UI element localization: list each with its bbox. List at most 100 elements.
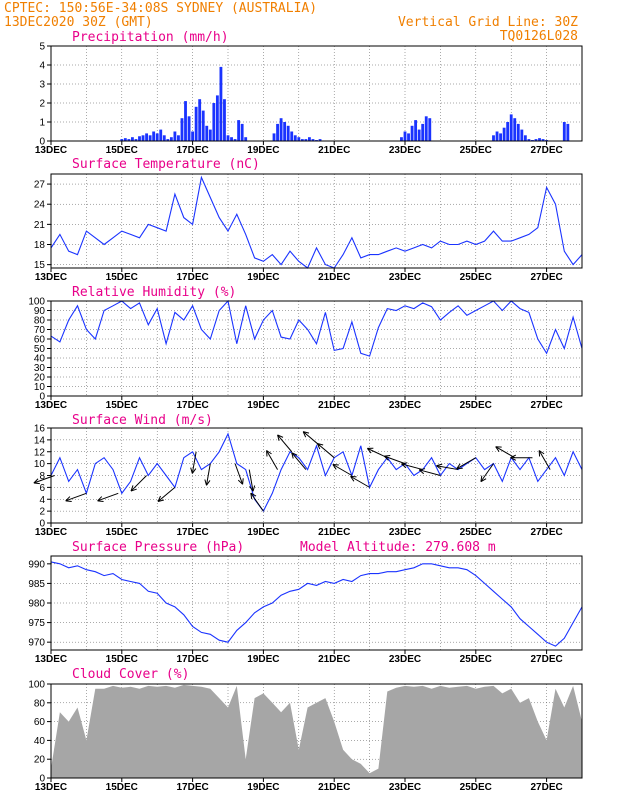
precip-bar <box>272 133 276 141</box>
precip-bar <box>145 133 148 141</box>
y-tick-label: 5 <box>39 42 45 53</box>
wind-arrow <box>250 492 264 512</box>
precip-bar <box>506 122 510 141</box>
panel-frame <box>50 300 583 397</box>
wind-arrow <box>456 457 477 470</box>
y-tick-label: 10 <box>34 382 46 393</box>
y-tick-label: 18 <box>34 240 46 251</box>
x-tick-label: 13DEC <box>35 145 67 156</box>
precip-bar <box>293 135 297 141</box>
y-tick-label: 975 <box>28 618 45 629</box>
wind-arrow-head <box>510 454 517 461</box>
cloud-panel: 0 20 40 60 80 100 13DEC 15DEC 17DEC 19DEC 21DEC 23D… <box>28 680 583 793</box>
precip-bar <box>123 138 127 141</box>
precip-bar <box>237 120 241 141</box>
precip-bar <box>159 129 163 141</box>
wind-arrow-head <box>401 462 408 469</box>
y-tick-label: 970 <box>28 638 45 649</box>
precip-bar <box>495 131 499 141</box>
precip-bar <box>520 129 524 141</box>
y-tick-label: 990 <box>28 559 45 570</box>
precip-bar <box>513 118 517 141</box>
y-tick-label: 100 <box>28 297 45 308</box>
y-tick-label: 4 <box>39 495 45 506</box>
wind-arrow <box>332 464 353 476</box>
header: CPTEC: 150:56E-34:08S SYDNEY (AUSTRALIA)… <box>4 1 578 44</box>
panel-title-humidity: Relative Humidity (%) <box>72 285 236 300</box>
x-tick-label: 25DEC <box>460 145 492 156</box>
y-tick-label: 20 <box>34 755 46 766</box>
wind-arrow <box>205 463 211 486</box>
wind-arrow-head <box>418 468 426 475</box>
x-tick-label: 13DEC <box>35 400 67 411</box>
y-tick-label: 100 <box>28 680 45 691</box>
precip-bar <box>244 137 248 141</box>
wind-arrow-head <box>366 447 374 454</box>
wind-arrow <box>191 451 197 474</box>
y-tick-label: 0 <box>39 392 45 403</box>
humidity-line <box>50 299 583 357</box>
precip-bar <box>304 139 308 141</box>
precip-bar <box>541 139 545 141</box>
header-run-time: 13DEC2020 30Z (GMT) <box>4 15 153 30</box>
wind-arrow <box>384 455 406 465</box>
wind-arrow <box>495 446 515 459</box>
precip-bar <box>492 135 495 141</box>
panel-title-cloud: Cloud Cover (%) <box>72 667 189 682</box>
precip-bar <box>308 137 311 141</box>
x-tick-label: 27DEC <box>530 654 562 665</box>
y-tick-label: 10 <box>34 459 46 470</box>
wind-arrow-head <box>350 475 357 482</box>
x-tick-label: 25DEC <box>460 400 492 411</box>
wind-arrow-head <box>204 479 211 486</box>
precip-bar <box>120 139 124 141</box>
x-tick-label: 19DEC <box>247 145 279 156</box>
precip-bar <box>499 133 502 141</box>
x-tick-label: 17DEC <box>176 400 208 411</box>
y-tick-label: 4 <box>39 61 45 72</box>
precip-bar <box>208 129 212 141</box>
precip-bar <box>290 131 294 141</box>
precip-bar <box>205 125 209 141</box>
x-tick-label: 21DEC <box>318 654 350 665</box>
x-tick-label: 27DEC <box>530 272 562 283</box>
temperature-panel: 15 18 21 24 27 13DEC 15DEC 17DEC 19DEC 21DEC 23DEC… <box>34 173 583 283</box>
precip-bar <box>407 133 410 141</box>
wind-arrow <box>266 450 278 470</box>
y-tick-label: 2 <box>39 99 45 110</box>
panel-title-wind: Surface Wind (m/s) <box>72 413 213 428</box>
y-tick-label: 0 <box>39 137 45 148</box>
precip-bar <box>414 120 418 141</box>
precip-bar <box>300 139 304 141</box>
panel-title-temperature: Surface Temperature (nC) <box>72 157 260 172</box>
header-model-id: TQ0126L028 <box>500 29 578 44</box>
wind-arrow <box>130 475 147 492</box>
wind-arrow-head <box>266 450 272 457</box>
y-tick-label: 16 <box>34 424 46 435</box>
y-tick-label: 70 <box>34 325 46 336</box>
panel-frame <box>50 173 583 269</box>
y-tick-label: 1 <box>39 118 45 129</box>
precip-bar <box>166 139 170 141</box>
precip-bar <box>155 133 159 141</box>
header-location: CPTEC: 150:56E-34:08S SYDNEY (AUSTRALIA) <box>4 1 317 16</box>
x-tick-label: 17DEC <box>176 527 208 538</box>
x-tick-label: 27DEC <box>530 145 562 156</box>
x-tick-label: 25DEC <box>460 654 492 665</box>
precip-bar <box>187 116 191 141</box>
x-tick-label: 15DEC <box>106 145 138 156</box>
x-tick-label: 19DEC <box>247 654 279 665</box>
wind-arrow <box>538 450 551 470</box>
precip-bar <box>410 125 414 141</box>
wind-arrow-head <box>250 492 257 500</box>
precip-bar <box>538 138 541 141</box>
y-tick-label: 20 <box>34 373 46 384</box>
precip-bar <box>566 123 570 141</box>
wind-arrow-head <box>495 446 502 452</box>
wind-arrow-head <box>456 463 463 470</box>
x-tick-label: 19DEC <box>247 527 279 538</box>
precip-bar <box>297 137 301 141</box>
wind-arrow-head <box>332 464 339 470</box>
x-tick-label: 19DEC <box>247 782 279 793</box>
